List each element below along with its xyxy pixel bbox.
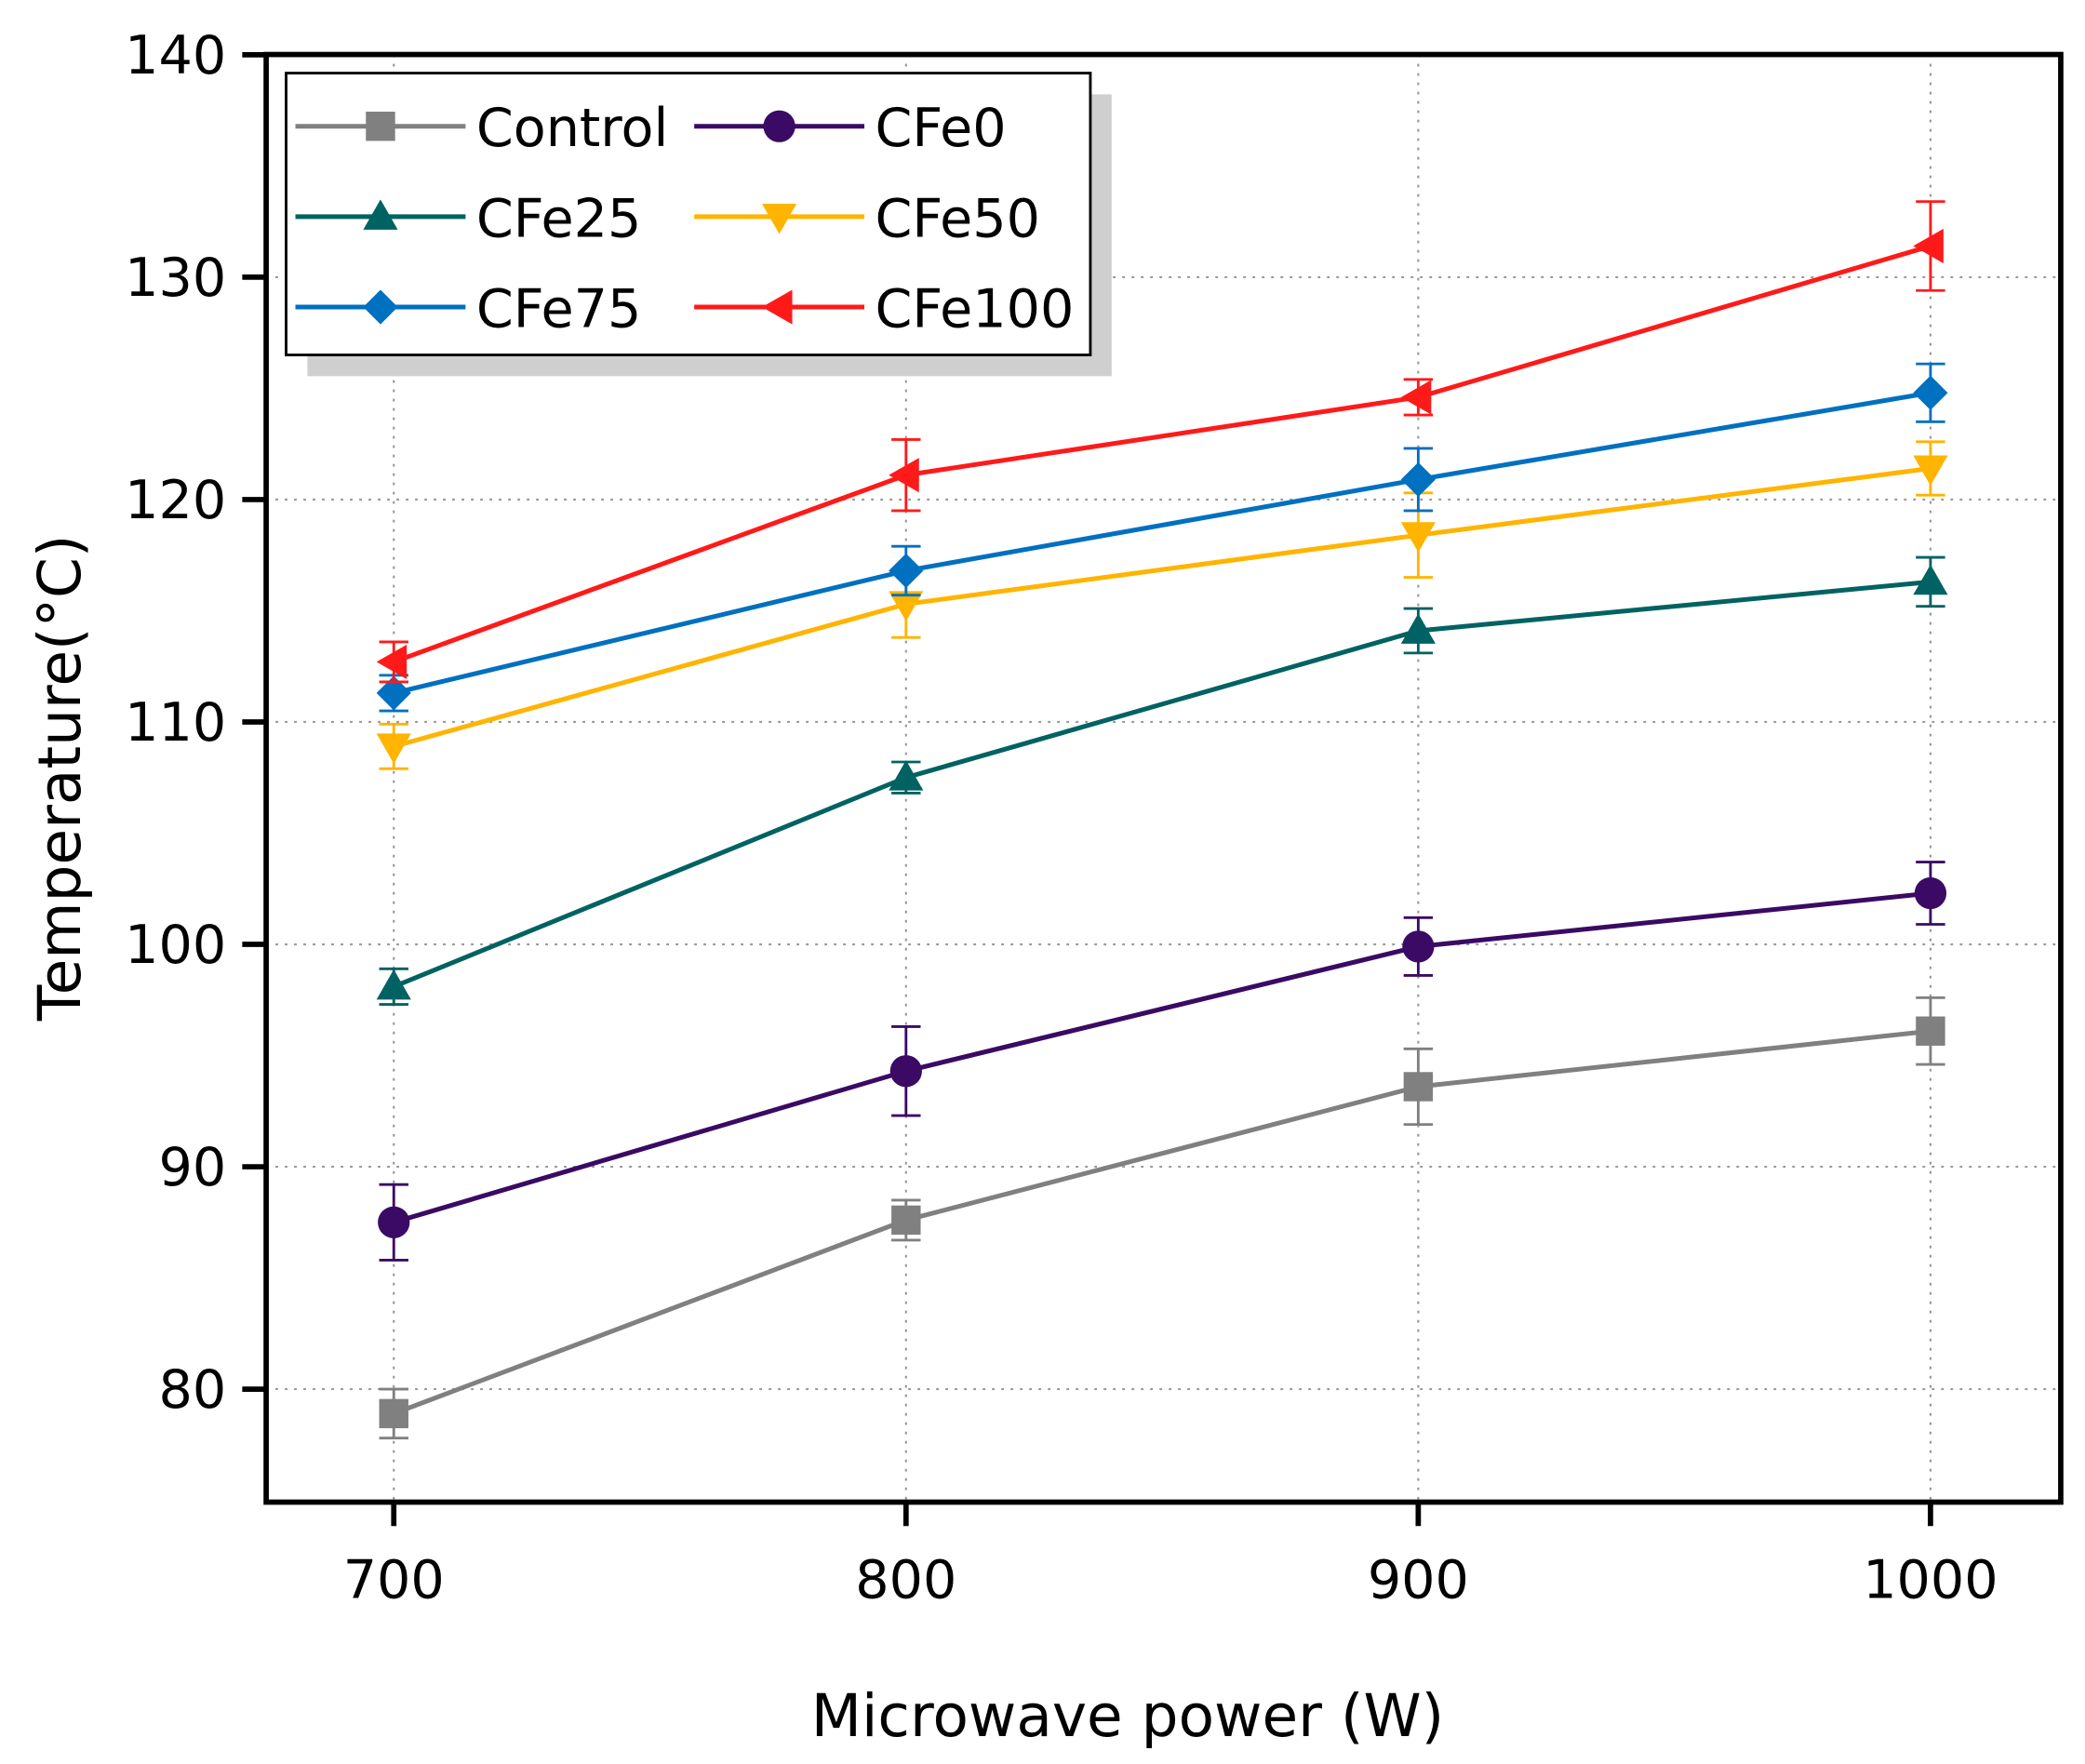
legend-entry-cfe100: CFe100 [694, 278, 1074, 340]
y-tick-label: 100 [125, 915, 226, 976]
ticks: 700 800 900 1000 80 90 100 110 120 130 140 [125, 25, 1998, 1611]
legend-label: CFe100 [875, 278, 1074, 340]
data-point [889, 553, 924, 589]
x-tick-label: 1000 [1863, 1549, 1998, 1610]
data-point [379, 1398, 408, 1429]
y-tick-label: 90 [159, 1137, 227, 1198]
data-point [889, 1055, 922, 1088]
series-line [393, 244, 1931, 664]
data-point [1403, 1072, 1434, 1102]
legend-marker [366, 112, 395, 141]
series-cfe75 [376, 362, 1948, 713]
data-point [376, 733, 411, 764]
data-point [376, 644, 408, 680]
x-tick-label: 700 [343, 1549, 445, 1610]
y-axis-label: Temperature(°C) [26, 535, 94, 1022]
legend-label: Control [476, 98, 669, 159]
y-tick-label: 120 [125, 470, 226, 531]
series-line [393, 465, 1931, 749]
series-control [379, 996, 1945, 1440]
data-point [891, 1205, 921, 1236]
data-point [1916, 1016, 1945, 1046]
data-point [1913, 564, 1948, 595]
y-tick-label: 110 [125, 692, 226, 754]
data-point [1402, 930, 1435, 963]
y-tick-label: 140 [125, 25, 226, 87]
data-point [1400, 522, 1436, 553]
series-cfe25 [376, 555, 1948, 1006]
data-point [889, 760, 924, 791]
data-point [889, 458, 919, 493]
legend-marker [763, 110, 795, 142]
legend-label: CFe0 [875, 98, 1006, 159]
data-point [1913, 375, 1948, 410]
data-point [1400, 380, 1432, 415]
data-point [1400, 613, 1436, 644]
y-tick-label: 130 [125, 247, 226, 309]
series-cfe100 [376, 200, 1945, 684]
x-axis-label: Microwave power (W) [811, 1682, 1444, 1750]
legend-entry-cfe25: CFe25 [295, 188, 642, 249]
series-group [376, 200, 1948, 1440]
legend-entry-cfe75: CFe75 [295, 278, 642, 340]
legend-label: CFe50 [875, 188, 1040, 249]
series-line [393, 390, 1931, 696]
legend-marker [762, 203, 797, 234]
data-point [1913, 455, 1948, 487]
series-line [393, 890, 1931, 1225]
legend-marker [363, 199, 398, 230]
data-point [1400, 461, 1436, 497]
legend-marker [762, 289, 793, 325]
data-point [376, 969, 411, 1000]
series-line [393, 1028, 1931, 1416]
legend-label: CFe25 [476, 188, 642, 249]
data-point [1913, 228, 1944, 264]
legend-entry-cfe50: CFe50 [694, 188, 1040, 249]
series-cfe50 [376, 440, 1948, 770]
legend-label: CFe75 [476, 278, 642, 340]
series-cfe0 [378, 861, 1947, 1262]
legend-entry-control: Control [295, 98, 669, 159]
data-point [1914, 876, 1947, 910]
data-point [378, 1206, 410, 1238]
y-tick-label: 80 [159, 1359, 227, 1421]
legend-marker [363, 289, 398, 325]
plot-frame [263, 51, 2064, 1505]
x-tick-label: 800 [855, 1549, 956, 1610]
legend: Control CFe0 CFe25 CFe50 CFe75 CFe100 [285, 72, 1112, 377]
series-line [393, 579, 1931, 989]
legend-entry-cfe0: CFe0 [694, 98, 1007, 159]
data-point [376, 675, 411, 711]
x-tick-label: 900 [1368, 1549, 1469, 1610]
data-point [889, 591, 924, 621]
